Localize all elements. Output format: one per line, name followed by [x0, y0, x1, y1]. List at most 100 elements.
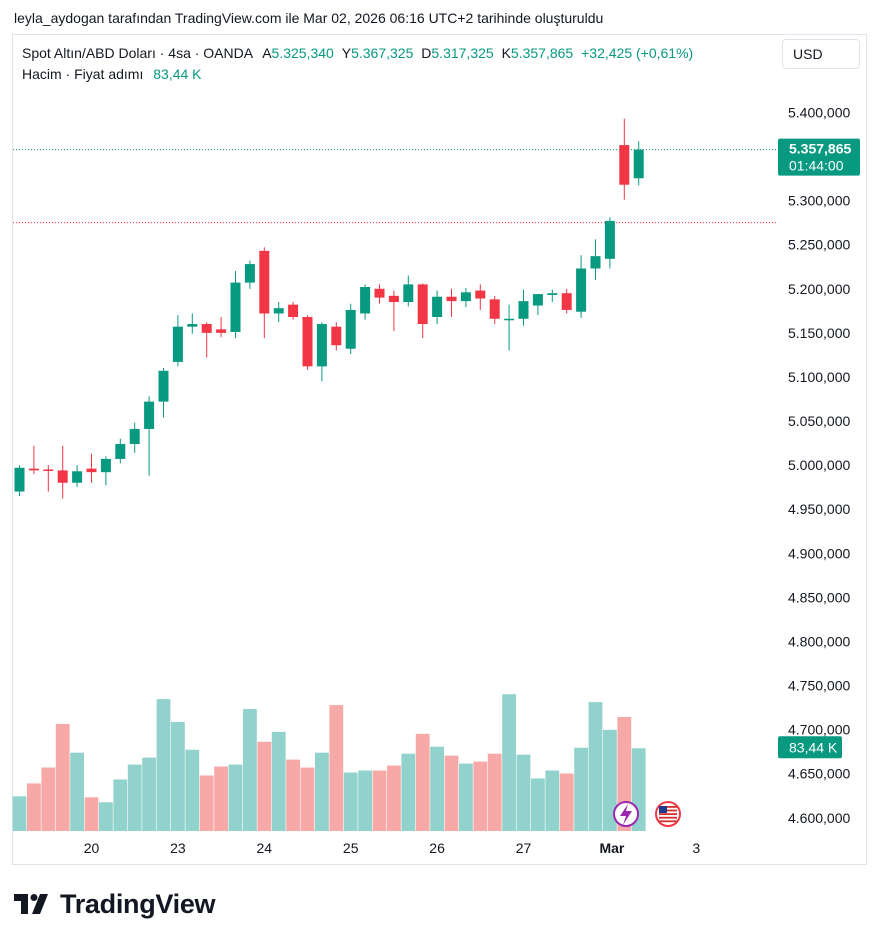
us-flag-icon[interactable] [655, 801, 681, 827]
candle[interactable] [446, 288, 457, 317]
candle-body [28, 468, 39, 471]
volume-bar [372, 770, 387, 831]
candle[interactable] [432, 290, 443, 325]
volume-label[interactable]: Hacim · Fiyat adımı [22, 66, 144, 82]
candle-body [288, 304, 299, 317]
volume-badge-bg [778, 736, 842, 759]
candle-body [345, 309, 356, 349]
candle[interactable] [158, 368, 169, 418]
candle[interactable] [72, 465, 83, 488]
candle[interactable] [417, 283, 428, 339]
open-value: 5.325,340 [271, 45, 334, 61]
candle[interactable] [518, 289, 529, 326]
candle[interactable] [144, 396, 155, 476]
candle-body [230, 282, 241, 332]
candle[interactable] [230, 271, 241, 339]
y-tick-label: 4.750,000 [788, 678, 850, 694]
candle[interactable] [619, 118, 630, 200]
y-tick-label: 5.250,000 [788, 237, 850, 253]
candle-body [158, 370, 169, 402]
candle[interactable] [244, 260, 255, 289]
volume-bar [300, 767, 315, 831]
volume-bar [214, 766, 228, 831]
tradingview-logo[interactable]: TradingView [14, 888, 216, 920]
candle-body [619, 145, 630, 185]
y-tick-label: 5.300,000 [788, 193, 850, 209]
candle-body [244, 264, 255, 283]
volume-bar [228, 764, 243, 831]
candle[interactable] [532, 294, 543, 316]
volume-value: 83,44 K [153, 66, 202, 82]
y-tick-label: 5.150,000 [788, 325, 850, 341]
candle[interactable] [360, 284, 371, 320]
candle[interactable] [604, 217, 615, 269]
candle-body [259, 250, 270, 314]
chart-frame[interactable] [12, 34, 867, 865]
candle-body [532, 294, 543, 306]
volume-bar [243, 709, 257, 831]
volume-bar [487, 753, 502, 831]
candle-body [576, 268, 587, 312]
high-value: 5.367,325 [351, 45, 414, 61]
currency-button[interactable]: USD [782, 39, 860, 69]
candle[interactable] [288, 302, 299, 320]
open-label: A [262, 45, 272, 61]
candle[interactable] [302, 315, 313, 370]
y-tick-label: 4.650,000 [788, 766, 850, 782]
candle[interactable] [561, 288, 572, 314]
candle[interactable] [547, 289, 558, 303]
volume-bar [358, 770, 372, 831]
candle-body [115, 443, 126, 459]
candle[interactable] [57, 445, 68, 499]
candle[interactable] [115, 438, 126, 464]
candle-body [302, 316, 313, 367]
ohlc-legend: Spot Altın/ABD Doları · 4sa · OANDA A5.3… [22, 45, 693, 61]
x-tick-label: 26 [429, 840, 445, 856]
candle-body [43, 469, 54, 472]
tradingview-logo-icon [14, 894, 48, 914]
candle[interactable] [388, 290, 399, 332]
us-flag-stripe [659, 813, 677, 815]
candle[interactable] [100, 456, 111, 486]
candle-body [14, 467, 25, 492]
candle-body [144, 401, 155, 429]
candle[interactable] [576, 255, 587, 318]
candle[interactable] [201, 322, 212, 358]
lightning-icon[interactable] [613, 801, 639, 827]
candle[interactable] [273, 302, 284, 323]
candle[interactable] [489, 295, 500, 325]
candle[interactable] [172, 315, 183, 367]
candle[interactable] [590, 239, 601, 280]
candle-body [604, 220, 615, 259]
candle-body [187, 324, 198, 327]
candle[interactable] [345, 303, 356, 355]
candle[interactable] [504, 304, 515, 351]
volume-bar [27, 783, 41, 831]
candle[interactable] [129, 422, 140, 453]
candle[interactable] [43, 465, 54, 492]
volume-bar [127, 764, 142, 831]
volume-bar [603, 729, 617, 831]
x-tick-label: 23 [170, 840, 186, 856]
candle[interactable] [216, 316, 227, 338]
symbol-title[interactable]: Spot Altın/ABD Doları · 4sa · OANDA [22, 45, 253, 61]
candle[interactable] [316, 322, 327, 382]
candle[interactable] [403, 275, 414, 307]
volume-bar [113, 779, 128, 831]
candle-body [316, 324, 327, 367]
candle[interactable] [331, 322, 342, 351]
candle[interactable] [460, 287, 471, 308]
candle[interactable] [475, 284, 486, 310]
candle[interactable] [14, 465, 25, 496]
volume-bar [401, 753, 416, 831]
candle[interactable] [259, 247, 270, 339]
candle[interactable] [374, 284, 385, 304]
volume-bar [12, 796, 27, 831]
high-label: Y [341, 45, 352, 61]
candle[interactable] [633, 141, 644, 186]
candle[interactable] [187, 313, 198, 334]
y-tick-label: 4.900,000 [788, 545, 850, 561]
candle[interactable] [86, 453, 97, 483]
candle[interactable] [28, 445, 39, 474]
